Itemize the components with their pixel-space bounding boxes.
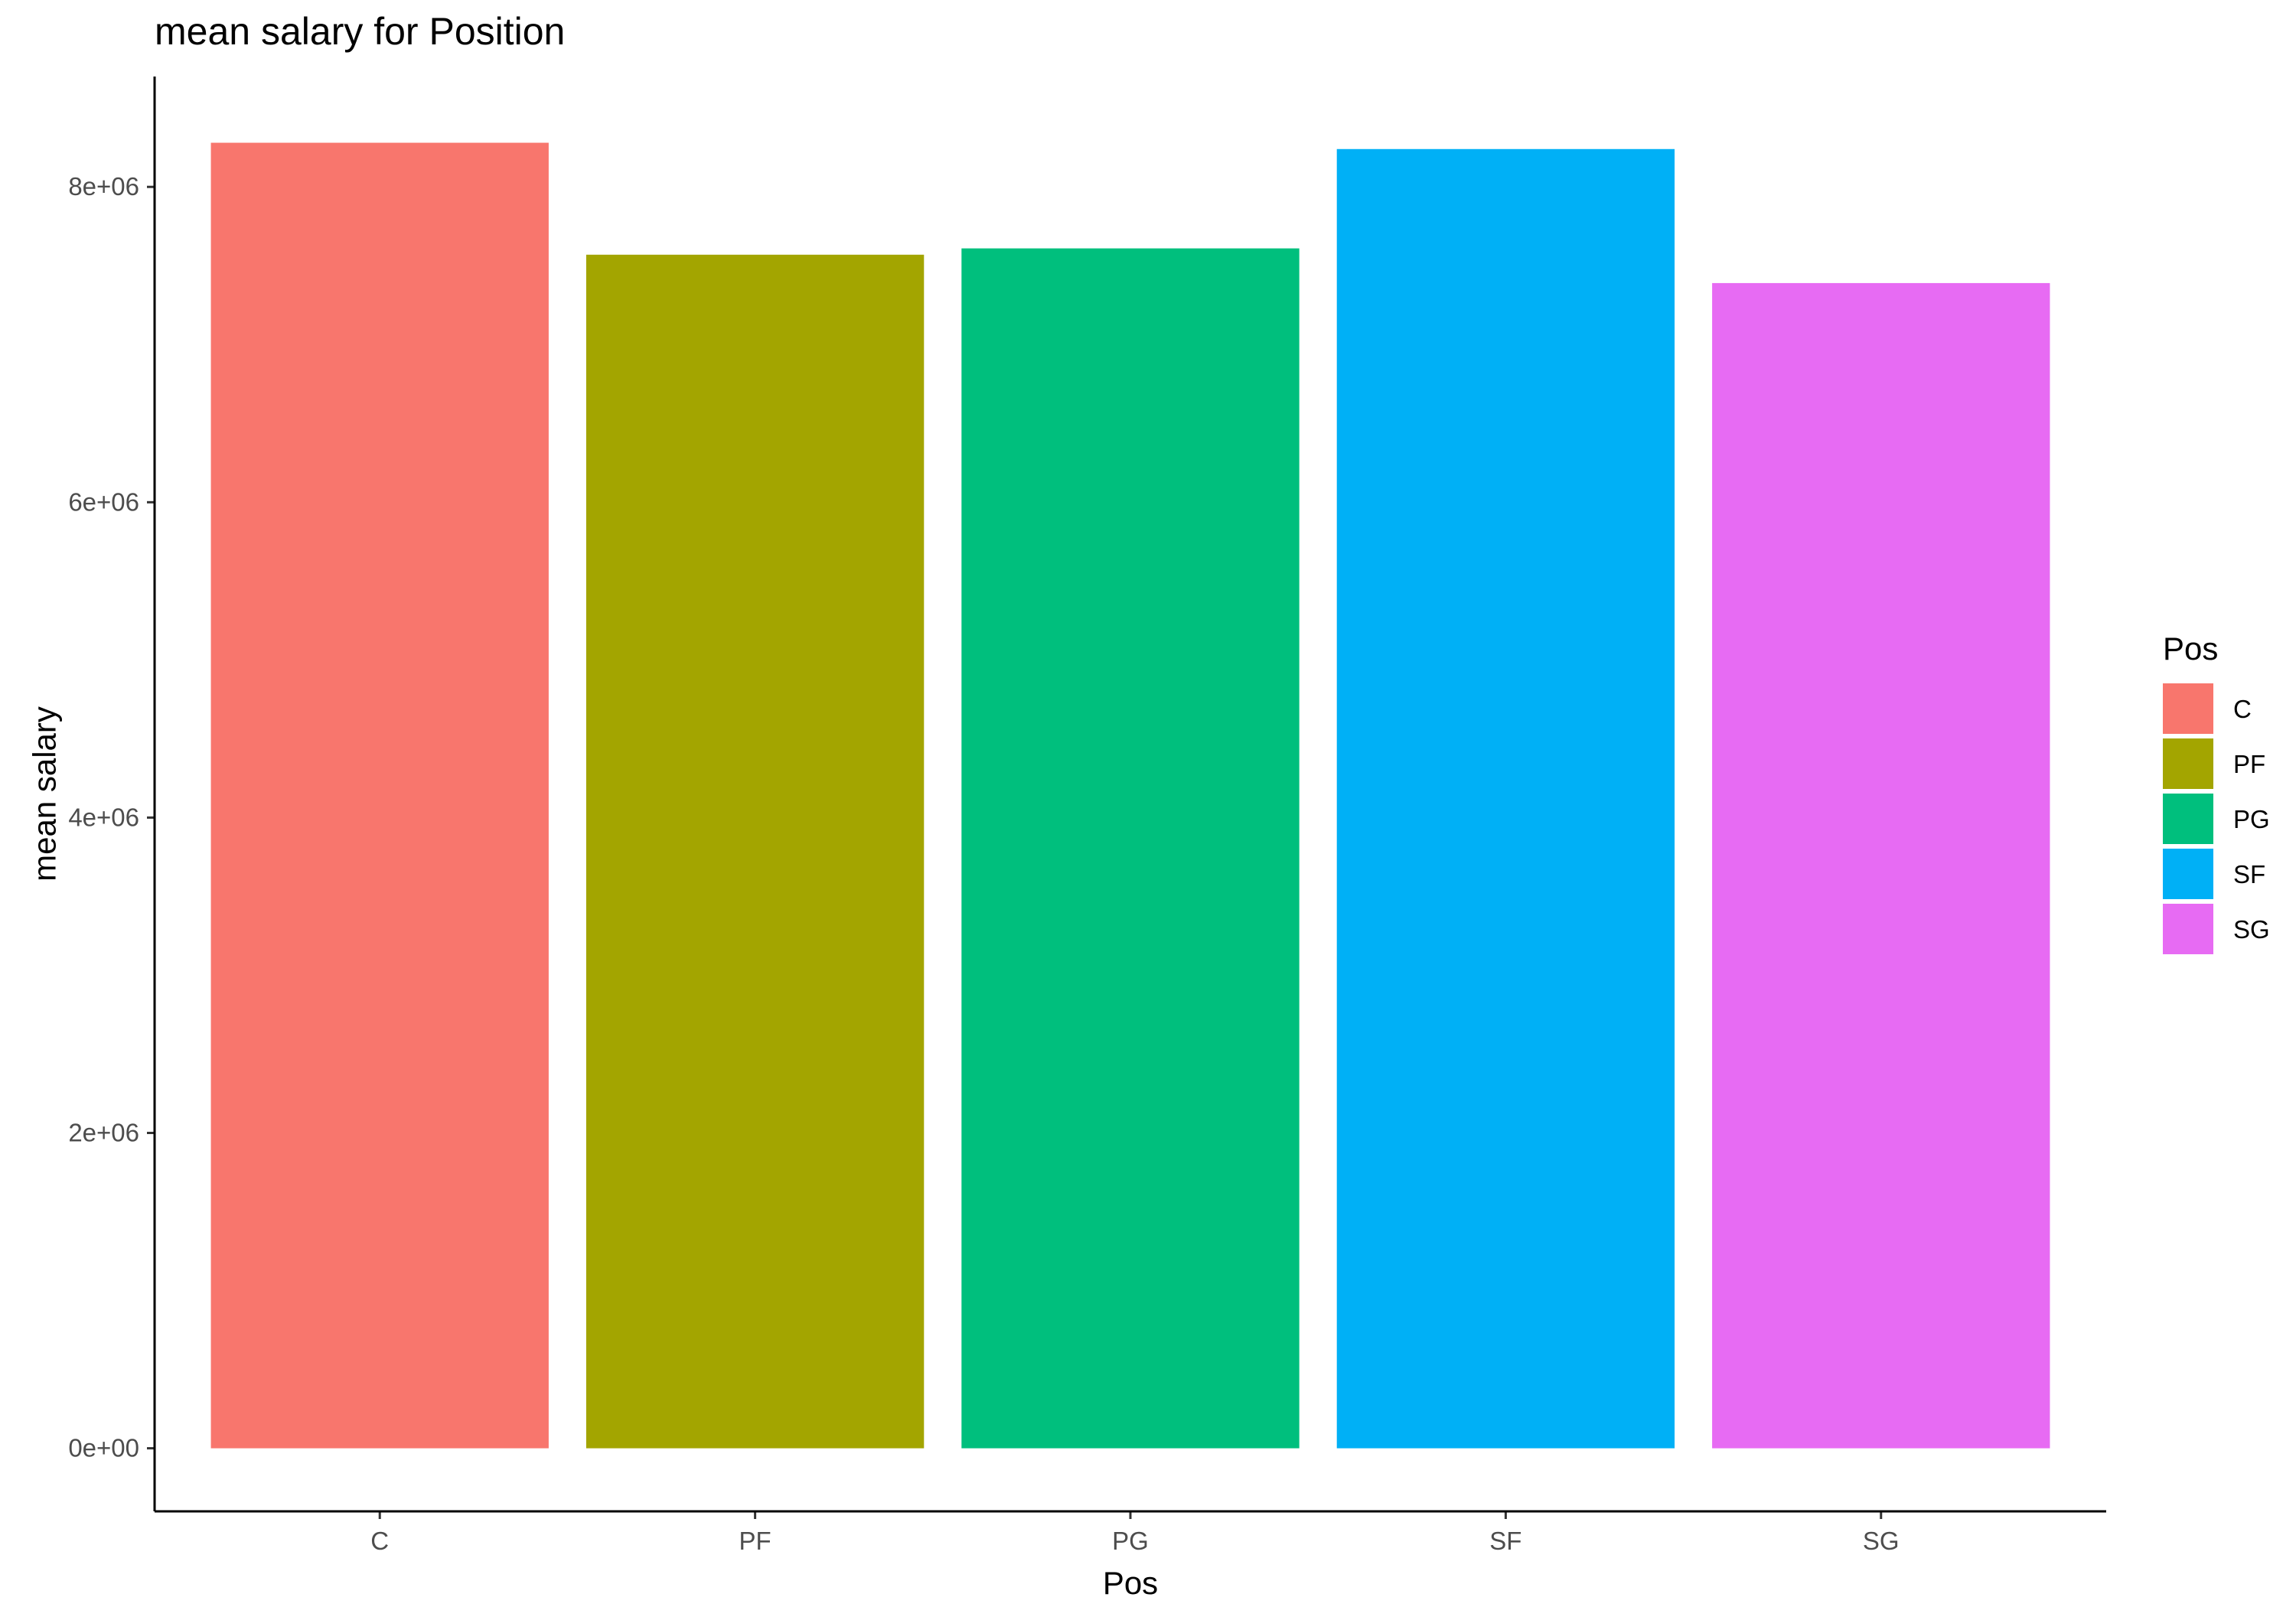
bar-c [210, 142, 549, 1449]
x-axis-ticks: C PF PG SF SG [370, 1511, 1900, 1555]
x-tick-label: SG [1863, 1527, 1900, 1555]
y-tick-label: 8e+06 [68, 172, 139, 200]
legend-label: C [2233, 695, 2252, 723]
bar-pf [585, 254, 925, 1449]
legend-label: PF [2233, 750, 2265, 778]
y-tick-label: 6e+06 [68, 487, 139, 516]
legend-label: SF [2233, 860, 2265, 888]
y-tick-label: 4e+06 [68, 803, 139, 831]
legend-key-sg [2163, 904, 2213, 954]
legend-key-c [2163, 683, 2213, 734]
y-tick-label: 2e+06 [68, 1118, 139, 1146]
legend-entries: C PF PG SF SG [2163, 683, 2270, 954]
x-tick-label: PG [1112, 1527, 1149, 1555]
y-axis-title: mean salary [27, 706, 63, 882]
x-tick-label: SF [1489, 1527, 1521, 1555]
chart-title: mean salary for Position [155, 10, 565, 53]
legend-label: PG [2233, 805, 2270, 833]
legend-key-pf [2163, 738, 2213, 789]
bar-pg [961, 248, 1300, 1449]
legend: Pos C PF PG SF SG [2163, 631, 2270, 954]
bar-sg [1712, 282, 2050, 1449]
x-tick-label: C [370, 1527, 389, 1555]
y-axis-ticks: 0e+00 2e+06 4e+06 6e+06 8e+06 [68, 172, 155, 1462]
legend-key-pg [2163, 794, 2213, 844]
x-axis-title: Pos [1103, 1565, 1158, 1601]
legend-title: Pos [2163, 631, 2218, 667]
bars-group [210, 142, 2050, 1449]
y-tick-label: 0e+00 [68, 1434, 139, 1462]
legend-label: SG [2233, 915, 2270, 944]
x-tick-label: PF [739, 1527, 771, 1555]
bar-sf [1336, 148, 1675, 1449]
legend-key-sf [2163, 849, 2213, 899]
